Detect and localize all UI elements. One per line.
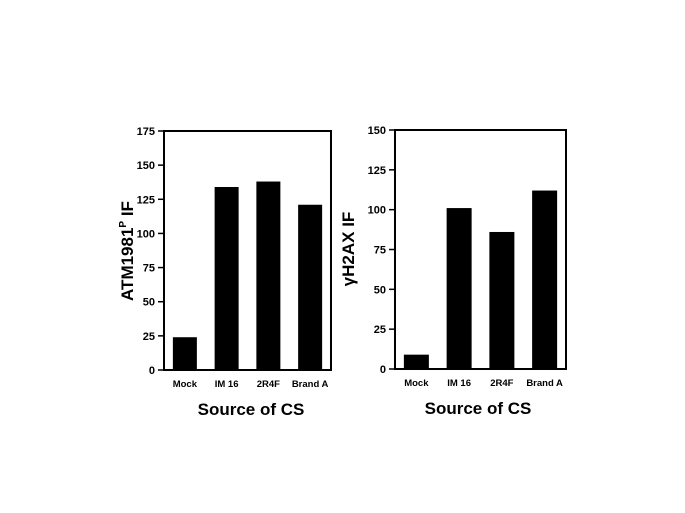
- y-tick-label: 125: [368, 165, 386, 177]
- category-label: 2R4F: [257, 379, 280, 390]
- bars: [403, 190, 558, 369]
- x-axis-label: Source of CS: [198, 400, 305, 419]
- y-axis-label-main: ATM1981: [118, 228, 137, 301]
- category-labels: Mock IM 16 2R4F Brand A: [404, 378, 563, 389]
- y-tick-label: 50: [143, 297, 155, 309]
- category-label: Brand A: [292, 379, 329, 390]
- y-tick-label: 75: [143, 263, 155, 275]
- bar-2r4f: [256, 181, 281, 370]
- y-tick-label: 175: [137, 126, 155, 138]
- y-tick-label: 100: [368, 205, 386, 217]
- bar-brand-a: [298, 204, 323, 370]
- category-label: 2R4F: [490, 378, 513, 389]
- bar-2r4f: [489, 231, 515, 369]
- y-axis-label-suffix: IF: [118, 201, 137, 221]
- bar-mock: [172, 337, 197, 370]
- chart-gh2ax: 0 25 50 75 100 125 150 Mock IM 16 2R4F Brand A So…: [339, 125, 567, 418]
- y-tick-label: 150: [368, 125, 386, 137]
- category-label: IM 16: [215, 379, 239, 390]
- bar-brand-a: [532, 190, 558, 369]
- y-axis-label-sup: P: [118, 221, 129, 228]
- y-tick-label: 0: [149, 365, 155, 377]
- bar-mock: [403, 354, 429, 369]
- bar-im-16: [214, 186, 239, 370]
- bar-im-16: [446, 208, 472, 369]
- y-tick-label: 150: [137, 160, 155, 172]
- y-ticks: 0 25 50 75 100 125 150 175: [137, 126, 164, 377]
- category-labels: Mock IM 16 2R4F Brand A: [173, 379, 329, 390]
- y-axis-label: γH2AX IF: [339, 212, 358, 287]
- category-label: IM 16: [447, 378, 471, 389]
- category-label: Mock: [173, 379, 198, 390]
- y-tick-label: 50: [374, 284, 386, 296]
- y-axis-label: ATM1981P IF: [118, 201, 137, 301]
- y-tick-label: 125: [137, 194, 155, 206]
- y-ticks: 0 25 50 75 100 125 150: [368, 125, 395, 376]
- y-tick-label: 75: [374, 245, 386, 257]
- y-tick-label: 100: [137, 228, 155, 240]
- x-axis-label: Source of CS: [425, 399, 532, 418]
- chart-atm1981: 0 25 50 75 100 125 150 175 Mock IM 16 2R4F Brand A…: [118, 126, 332, 419]
- category-label: Mock: [404, 378, 429, 389]
- plot-frame: [163, 130, 332, 371]
- category-label: Brand A: [526, 378, 563, 389]
- y-tick-label: 25: [374, 324, 386, 336]
- y-tick-label: 25: [143, 331, 155, 343]
- bars: [172, 181, 323, 370]
- y-tick-label: 0: [380, 364, 386, 376]
